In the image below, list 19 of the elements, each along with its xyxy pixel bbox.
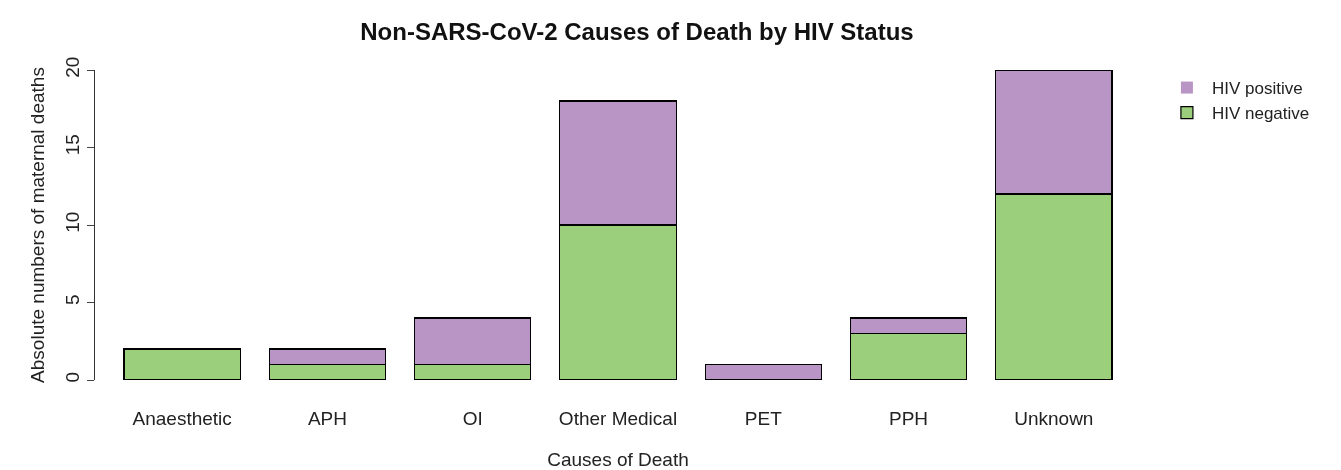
x-tick-label: Unknown [1014, 408, 1094, 429]
y-tick-label: 15 [62, 134, 84, 156]
y-tick-label: 0 [62, 371, 84, 383]
y-tick-label: 20 [62, 56, 84, 78]
y-tick-label: 10 [62, 211, 84, 233]
x-tick-label: APH [307, 408, 347, 429]
x-tick-label: PPH [889, 408, 929, 429]
x-tick-label: PET [744, 408, 783, 429]
legend-label: HIV negative [1211, 104, 1310, 124]
x-axis-title: Causes of Death [547, 449, 689, 470]
x-tick-label: Anaesthetic [132, 408, 232, 429]
bar [123, 348, 241, 380]
chart-title: Non-SARS-CoV-2 Causes of Death by HIV Status [360, 18, 914, 46]
legend-label: HIV positive [1211, 79, 1303, 99]
y-axis-title: Absolute numbers of maternal deaths [27, 67, 49, 383]
bar [704, 363, 822, 380]
x-tick-label: OI [462, 408, 483, 429]
y-tick-label: 5 [62, 294, 84, 305]
x-tick-label: Other Medical [558, 408, 678, 429]
